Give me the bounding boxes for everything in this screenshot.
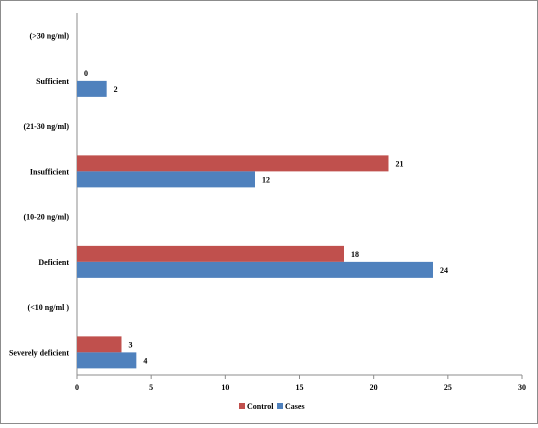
bar-cases <box>77 352 137 369</box>
data-label: 24 <box>440 266 448 275</box>
bars: 0 2 21 12 18 24 3 4 <box>77 69 448 369</box>
x-tick-label: 20 <box>370 383 378 392</box>
data-label: 18 <box>351 250 359 259</box>
x-tick-label: 15 <box>296 383 304 392</box>
bar-cases <box>77 80 107 97</box>
category-label: Sufficient <box>36 77 69 86</box>
bar-cases <box>77 171 255 188</box>
legend-swatch-cases <box>277 403 283 409</box>
x-tick-label: 30 <box>518 383 526 392</box>
category-label: (10-20 ng/ml) <box>23 213 69 222</box>
category-label: Deficient <box>38 258 69 267</box>
category-label: (21-30 ng/ml) <box>23 122 69 131</box>
data-label: 0 <box>84 69 88 78</box>
data-label: 4 <box>143 356 147 365</box>
legend-label-cases: Cases <box>285 402 305 411</box>
data-label: 21 <box>396 159 404 168</box>
bar-cases <box>77 261 433 278</box>
category-label: (<10 ng/ml ) <box>28 303 70 312</box>
data-label: 12 <box>262 175 270 184</box>
category-label: Severely deficient <box>9 348 69 357</box>
legend-swatch-control <box>239 403 245 409</box>
category-labels: (>30 ng/ml) Sufficient (21-30 ng/ml) Insuff… <box>9 32 69 358</box>
x-tick-label: 10 <box>221 383 229 392</box>
category-label: (>30 ng/ml) <box>30 32 70 41</box>
x-axis-ticks: 0 5 10 15 20 25 30 <box>75 375 526 392</box>
data-label: 2 <box>114 85 118 94</box>
category-label: Insufficient <box>30 167 69 176</box>
bar-control <box>77 155 389 172</box>
x-tick-label: 0 <box>75 383 79 392</box>
bar-control <box>77 245 344 262</box>
bar-control <box>77 336 122 353</box>
legend: Control Cases <box>239 402 305 411</box>
data-label: 3 <box>129 340 133 349</box>
x-tick-label: 25 <box>444 383 452 392</box>
x-tick-label: 5 <box>149 383 153 392</box>
legend-label-control: Control <box>247 402 274 411</box>
